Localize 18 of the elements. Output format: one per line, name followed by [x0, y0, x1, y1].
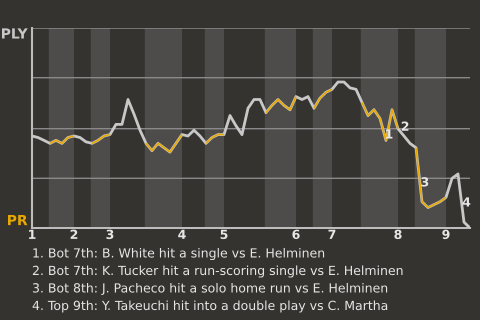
annotation: 3: [421, 177, 428, 187]
x-tick-label: 5: [220, 230, 228, 240]
x-tick-label: 2: [70, 230, 78, 239]
text: PR: [8, 214, 28, 226]
x-tick-label: 9: [442, 230, 450, 240]
annotation: 4: [462, 197, 470, 206]
annotation: 2: [402, 122, 408, 131]
text: 4. Top 9th: Y. Takeuchi hit into a double play vs C. Martha: [32, 300, 388, 313]
x-tick-label: 7: [328, 230, 336, 239]
text: PLY: [2, 28, 28, 39]
text: 3. Bot 8th: J. Pacheco hit a solo home run vs E. Helminen: [32, 282, 388, 295]
text: 2. Bot 7th: K. Tucker hit a run-scoring single vs E. Helminen: [32, 265, 402, 278]
x-tick-label: 6: [292, 230, 300, 240]
x-tick-label: 1: [29, 230, 36, 239]
text: 1. Bot 7th: B. White hit a single vs E. Helminen: [33, 248, 324, 260]
x-tick-label: 3: [106, 230, 114, 240]
x-tick-label: 4: [178, 230, 186, 239]
x-tick-label: 8: [394, 230, 402, 240]
